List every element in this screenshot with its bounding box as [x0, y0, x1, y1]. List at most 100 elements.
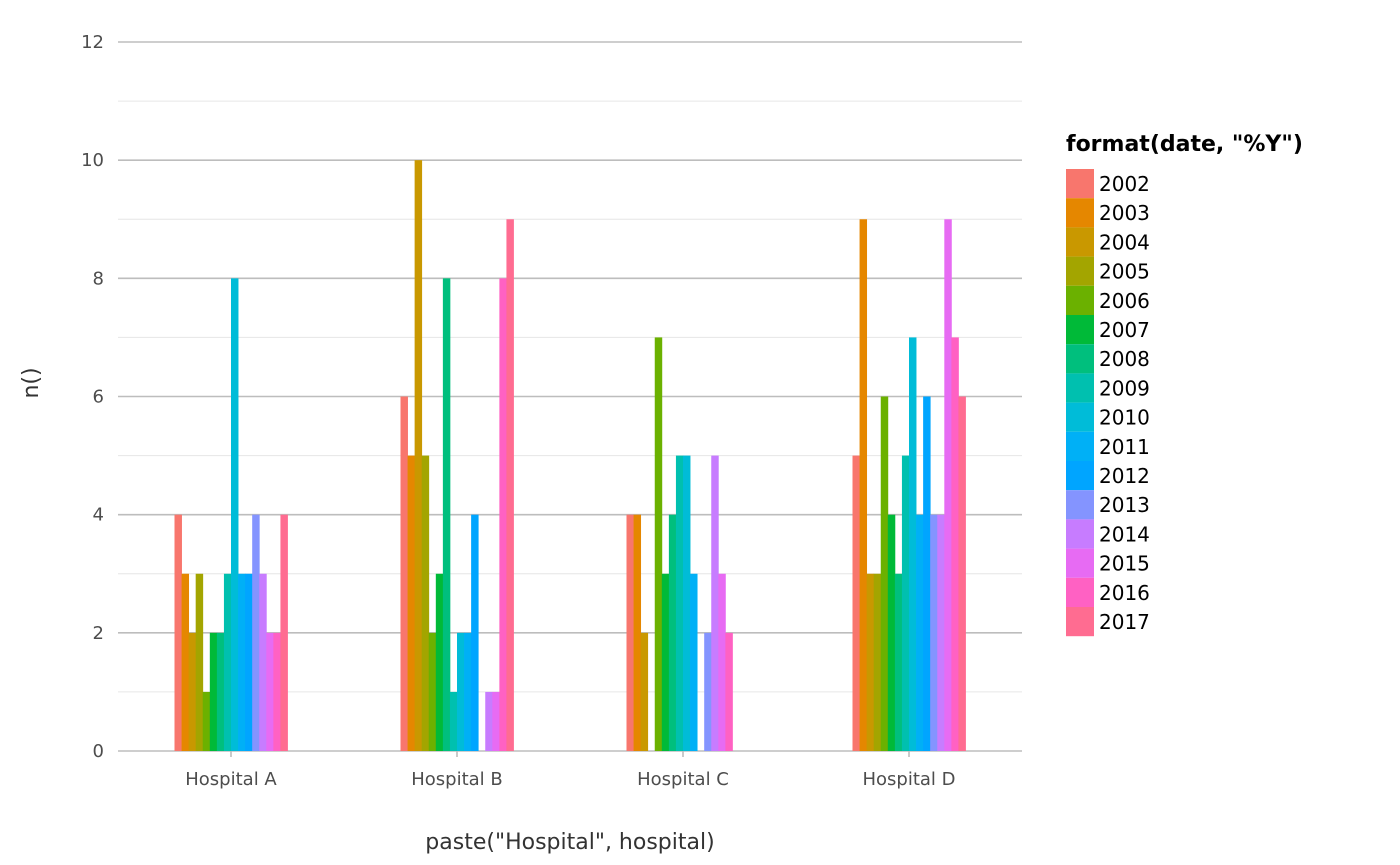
legend-key-2015	[1066, 548, 1094, 578]
legend-label-2013: 2013	[1099, 493, 1150, 517]
y-tick-label: 10	[81, 150, 104, 171]
y-tick-label: 12	[81, 32, 104, 53]
bar-2010-hospital-d	[909, 337, 917, 751]
bar-2006-hospital-d	[880, 396, 889, 751]
y-tick-label: 2	[93, 623, 104, 644]
bar-2002-hospital-d	[852, 455, 860, 751]
legend-label-2017: 2017	[1099, 610, 1150, 634]
bar-2004-hospital-b	[414, 160, 423, 751]
bar-2009-hospital-a	[223, 573, 232, 751]
x-tick-label: Hospital D	[862, 769, 955, 790]
bar-2010-hospital-b	[457, 632, 465, 751]
bar-2004-hospital-c	[640, 632, 649, 751]
bar-2016-hospital-a	[273, 632, 281, 751]
y-tick-label: 6	[93, 387, 104, 408]
bar-2012-hospital-a	[245, 573, 253, 751]
legend-key-2006	[1066, 285, 1094, 315]
legend: format(date, "%Y") 2002 2003 2004 2005 2006 2…	[1066, 132, 1303, 637]
bar-2007-hospital-d	[887, 514, 896, 751]
bar-2012-hospital-b	[471, 514, 479, 751]
bar-2015-hospital-b	[492, 691, 500, 751]
bar-2008-hospital-b	[442, 278, 451, 751]
legend-key-2007	[1066, 315, 1094, 345]
bar-2005-hospital-a	[195, 573, 204, 751]
bar-2011-hospital-b	[464, 632, 472, 751]
bar-2015-hospital-c	[718, 573, 726, 751]
legend-key-2008	[1066, 344, 1094, 374]
legend-key-2002	[1066, 169, 1094, 199]
y-tick-label: 0	[93, 741, 104, 762]
bar-2017-hospital-d	[958, 396, 966, 751]
legend-key-2010	[1066, 402, 1094, 432]
bar-2016-hospital-d	[951, 337, 959, 751]
bar-2011-hospital-c	[690, 573, 698, 751]
legend-label-2009: 2009	[1099, 376, 1150, 400]
x-tick-label: Hospital C	[637, 769, 729, 790]
legend-label-2007: 2007	[1099, 318, 1150, 342]
bar-2005-hospital-b	[421, 455, 430, 751]
bar-2010-hospital-c	[683, 455, 691, 751]
legend-key-2014	[1066, 519, 1094, 549]
bar-2009-hospital-c	[675, 455, 684, 751]
bar-2009-hospital-d	[901, 455, 910, 751]
legend-key-2017	[1066, 607, 1094, 637]
bar-2013-hospital-a	[252, 514, 260, 751]
bar-2006-hospital-a	[202, 691, 211, 751]
bar-2009-hospital-b	[449, 691, 458, 751]
bar-2006-hospital-c	[654, 337, 663, 751]
legend-label-2014: 2014	[1099, 522, 1150, 546]
bar-2013-hospital-c	[704, 632, 712, 751]
legend-title: format(date, "%Y")	[1066, 132, 1303, 157]
bar-2010-hospital-a	[231, 278, 239, 751]
bar-2008-hospital-c	[668, 514, 677, 751]
x-tick-label: Hospital B	[411, 769, 503, 790]
bars	[174, 160, 966, 751]
bar-2003-hospital-b	[407, 455, 416, 751]
bar-2007-hospital-a	[209, 632, 218, 751]
bar-2003-hospital-a	[181, 573, 190, 751]
legend-key-2004	[1066, 227, 1094, 257]
bar-2008-hospital-a	[216, 632, 225, 751]
y-tick-label: 4	[93, 505, 104, 526]
bar-2014-hospital-c	[711, 455, 719, 751]
legend-key-2003	[1066, 198, 1094, 228]
bar-2011-hospital-d	[916, 514, 924, 751]
legend-label-2011: 2011	[1099, 435, 1150, 459]
legend-label-2010: 2010	[1099, 406, 1150, 430]
legend-key-2013	[1066, 490, 1094, 520]
legend-label-2003: 2003	[1099, 201, 1150, 225]
bar-2005-hospital-d	[873, 573, 882, 751]
bar-2014-hospital-b	[485, 691, 493, 751]
bar-2017-hospital-b	[506, 219, 514, 751]
bar-2002-hospital-b	[400, 396, 408, 751]
grid	[118, 41, 1022, 752]
x-tick-label: Hospital A	[185, 769, 277, 790]
bar-2011-hospital-a	[238, 573, 246, 751]
legend-label-2005: 2005	[1099, 260, 1150, 284]
bar-2008-hospital-d	[894, 573, 903, 751]
legend-key-2011	[1066, 431, 1094, 461]
y-tick-label: 8	[93, 268, 104, 289]
legend-key-2012	[1066, 461, 1094, 491]
legend-key-2009	[1066, 373, 1094, 403]
bar-2016-hospital-b	[499, 278, 507, 751]
bar-2002-hospital-a	[174, 514, 182, 751]
bar-2007-hospital-c	[661, 573, 670, 751]
bar-2006-hospital-b	[428, 632, 437, 751]
axes: 0 2 4 6 8 10 12 Hospital A Hospital B Hospital C H…	[81, 32, 955, 790]
bar-2016-hospital-c	[725, 632, 733, 751]
bar-2015-hospital-a	[266, 632, 274, 751]
bar-2004-hospital-a	[188, 632, 197, 751]
bar-2007-hospital-b	[435, 573, 444, 751]
bar-2017-hospital-a	[280, 514, 288, 751]
legend-key-2005	[1066, 256, 1094, 286]
legend-key-2016	[1066, 577, 1094, 607]
x-axis-title: paste("Hospital", hospital)	[425, 830, 714, 855]
bar-2015-hospital-d	[944, 219, 952, 751]
legend-label-2016: 2016	[1099, 581, 1150, 605]
bar-2014-hospital-a	[259, 573, 267, 751]
bar-2004-hospital-d	[866, 573, 875, 751]
y-axis-title: n()	[19, 367, 44, 398]
bar-2002-hospital-c	[626, 514, 634, 751]
